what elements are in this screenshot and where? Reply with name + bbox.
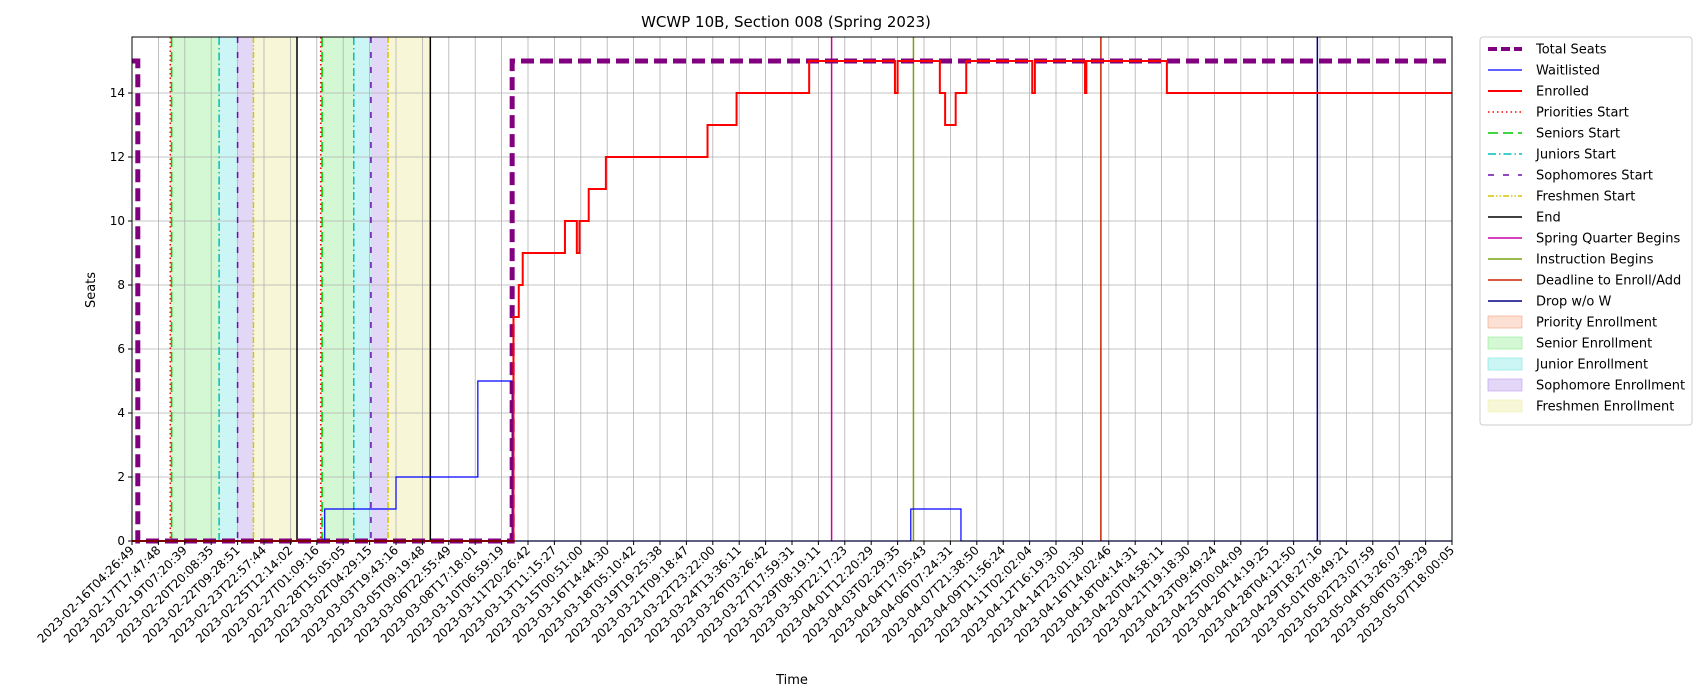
legend-label-senior-enrollment: Senior Enrollment: [1536, 337, 1652, 352]
y-tick-label: 0: [117, 534, 125, 548]
legend-label-drop-w-o-w: Drop w/o W: [1536, 295, 1612, 310]
shaded-region-freshmen-enrollment: [253, 37, 297, 541]
legend-label-priority-enrollment: Priority Enrollment: [1536, 316, 1657, 331]
legend-label-spring-quarter-begins: Spring Quarter Begins: [1536, 232, 1680, 247]
legend-label-deadline-to-enroll-add: Deadline to Enroll/Add: [1536, 274, 1681, 289]
y-tick-label: 14: [110, 86, 125, 100]
y-tick-label: 2: [117, 470, 125, 484]
shaded-region-sophomore-enrollment: [370, 37, 389, 541]
legend-label-enrolled: Enrolled: [1536, 85, 1589, 100]
legend-label-instruction-begins: Instruction Begins: [1536, 253, 1654, 268]
y-tick-label: 4: [117, 406, 125, 420]
shaded-region-junior-enrollment: [353, 37, 371, 541]
shaded-region-junior-enrollment: [219, 37, 238, 541]
legend-swatch-freshmen-enrollment: [1487, 399, 1523, 413]
shaded-region-sophomore-enrollment: [237, 37, 254, 541]
y-tick-label: 10: [110, 214, 125, 228]
legend-label-sophomore-enrollment: Sophomore Enrollment: [1536, 379, 1685, 394]
series-waitlisted: [132, 380, 1452, 542]
legend: Total Seats Waitlisted Enrolled Priorities …: [1479, 36, 1693, 426]
legend-label-waitlisted: Waitlisted: [1536, 64, 1600, 79]
legend-swatch-sophomore-enrollment: [1487, 378, 1523, 392]
legend-label-end: End: [1536, 211, 1561, 226]
legend-swatch-junior-enrollment: [1487, 357, 1523, 371]
chart-title: WCWP 10B, Section 008 (Spring 2023): [641, 13, 931, 31]
legend-label-freshmen-enrollment: Freshmen Enrollment: [1536, 400, 1674, 415]
legend-label-freshmen-start: Freshmen Start: [1536, 190, 1635, 205]
shaded-region-senior-enrollment: [322, 37, 354, 541]
legend-label-sophomores-start: Sophomores Start: [1536, 169, 1653, 184]
y-tick-label: 6: [117, 342, 125, 356]
legend-label-total-seats: Total Seats: [1535, 43, 1607, 58]
legend-label-junior-enrollment: Junior Enrollment: [1535, 358, 1648, 373]
legend-box: [1479, 36, 1693, 426]
x-axis-label: Time: [775, 673, 808, 688]
shaded-region-senior-enrollment: [171, 37, 220, 541]
series-enrolled: [132, 60, 1452, 542]
legend-label-juniors-start: Juniors Start: [1535, 148, 1616, 163]
legend-label-seniors-start: Seniors Start: [1536, 127, 1620, 142]
y-axis-label: Seats: [84, 272, 99, 308]
y-tick-label: 12: [110, 150, 125, 164]
plot-area: 024681012142023-02-16T04:26:492023-02-17…: [35, 36, 1457, 646]
legend-swatch-senior-enrollment: [1487, 336, 1523, 350]
y-tick-label: 8: [117, 278, 125, 292]
legend-swatch-priority-enrollment: [1487, 315, 1523, 329]
legend-label-priorities-start: Priorities Start: [1536, 106, 1629, 121]
shaded-region-freshmen-enrollment: [388, 37, 431, 541]
